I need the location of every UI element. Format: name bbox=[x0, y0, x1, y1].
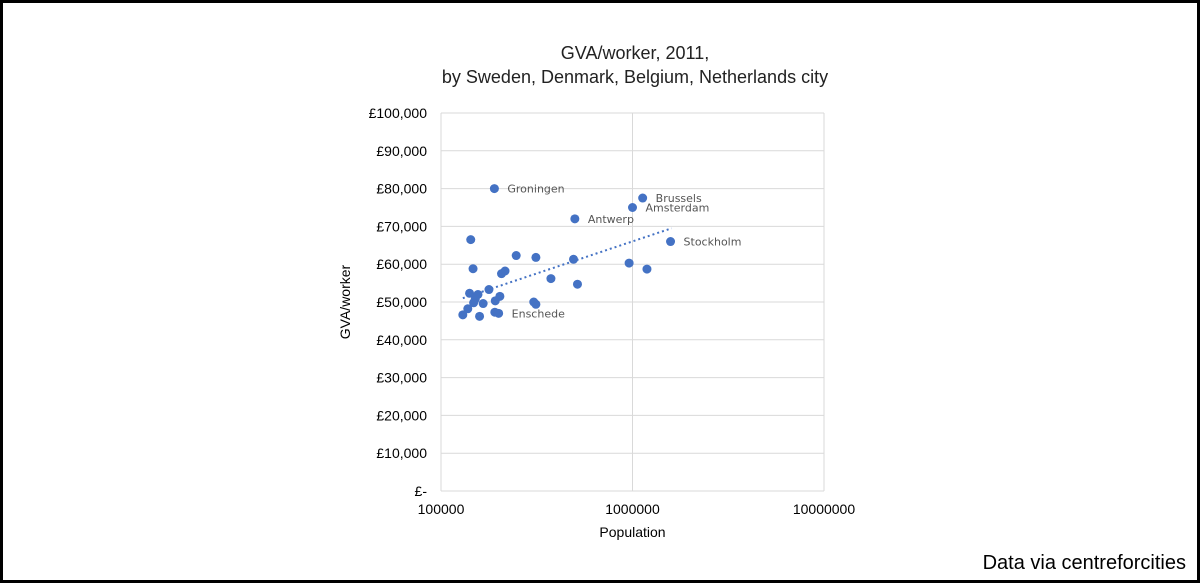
y-axis-ticks: £- £10,000 £20,000 £30,000 £40,000 £50,000 £60… bbox=[369, 105, 428, 499]
data-point bbox=[642, 264, 652, 274]
y-tick-label: £80,000 bbox=[376, 181, 427, 197]
y-tick-label: £70,000 bbox=[376, 218, 427, 234]
data-point bbox=[469, 298, 479, 308]
x-axis-ticks: 100000 1000000 10000000 bbox=[418, 501, 856, 517]
trendline-group bbox=[462, 227, 672, 300]
data-point bbox=[484, 285, 494, 295]
y-tick-label: £100,000 bbox=[369, 105, 428, 121]
y-tick-label: £50,000 bbox=[376, 294, 427, 310]
data-point bbox=[624, 258, 634, 268]
y-tick-label: £- bbox=[415, 483, 428, 499]
data-point bbox=[465, 288, 475, 298]
data-point bbox=[531, 252, 541, 262]
y-tick-label: £20,000 bbox=[376, 407, 427, 423]
data-point bbox=[463, 304, 473, 314]
point-label: Amsterdam bbox=[646, 202, 710, 215]
point-label: Groningen bbox=[507, 183, 564, 196]
data-point bbox=[638, 193, 648, 203]
data-point bbox=[569, 254, 579, 264]
data-point bbox=[628, 203, 637, 212]
data-point bbox=[466, 235, 476, 245]
data-points bbox=[458, 184, 676, 321]
point-label: Brussels bbox=[656, 192, 702, 205]
data-point bbox=[478, 299, 488, 309]
data-point bbox=[490, 307, 500, 317]
data-point bbox=[572, 279, 582, 289]
x-tick-label: 1000000 bbox=[605, 501, 660, 517]
data-point bbox=[497, 269, 507, 279]
y-tick-label: £30,000 bbox=[376, 370, 427, 386]
y-tick-label: £10,000 bbox=[376, 445, 427, 461]
chart-title: GVA/worker, 2011, bbox=[560, 43, 710, 63]
data-credit: Data via centreforcities bbox=[982, 552, 1186, 574]
y-tick-label: £40,000 bbox=[376, 332, 427, 348]
data-point bbox=[570, 214, 580, 224]
data-point bbox=[511, 251, 521, 261]
x-tick-label: 10000000 bbox=[793, 501, 856, 517]
data-point bbox=[546, 274, 556, 284]
y-axis-title: GVA/worker bbox=[337, 264, 353, 339]
trendline bbox=[462, 227, 672, 300]
data-point bbox=[489, 184, 499, 194]
x-axis-title: Population bbox=[599, 524, 665, 540]
data-point bbox=[531, 299, 541, 309]
data-point bbox=[490, 296, 500, 306]
chart-subtitle: by Sweden, Denmark, Belgium, Netherlands… bbox=[441, 67, 829, 87]
gridlines bbox=[440, 112, 825, 492]
data-point bbox=[458, 310, 468, 320]
data-point bbox=[475, 311, 485, 321]
x-tick-label: 100000 bbox=[418, 501, 465, 517]
y-tick-label: £90,000 bbox=[376, 143, 427, 159]
y-tick-label: £60,000 bbox=[376, 256, 427, 272]
data-point bbox=[468, 264, 478, 274]
data-point bbox=[666, 237, 676, 247]
point-label: Enschede bbox=[512, 307, 565, 320]
point-label: Antwerp bbox=[588, 213, 634, 226]
point-label: Stockholm bbox=[684, 236, 742, 249]
